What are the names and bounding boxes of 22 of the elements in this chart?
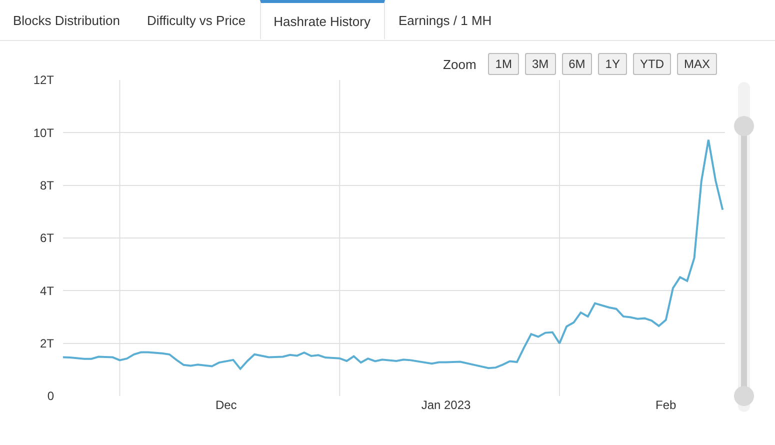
x-tick-label: Jan 2023 bbox=[421, 398, 472, 412]
y-tick-label: 12T bbox=[33, 73, 55, 88]
text: 6M bbox=[562, 53, 592, 75]
text: YTD bbox=[632, 53, 671, 75]
line-series bbox=[63, 138, 724, 370]
x-tick-label: Dec bbox=[215, 398, 237, 412]
text: Zoom bbox=[443, 56, 476, 72]
y-tick-label: 6T bbox=[40, 231, 55, 246]
y-tick-label: 4T bbox=[40, 284, 55, 298]
x-tick-label: Feb bbox=[656, 398, 677, 412]
text: 3M bbox=[524, 53, 556, 75]
text: 1Y bbox=[598, 53, 627, 75]
y-tick-label: 2T bbox=[40, 336, 55, 351]
y-tick-label: 10T bbox=[33, 126, 55, 140]
text: Hashrate History bbox=[260, 0, 386, 39]
text: MAX bbox=[676, 53, 717, 75]
text: 1M bbox=[488, 53, 519, 75]
y-tick-label: 0 bbox=[47, 389, 54, 404]
text: Earnings / 1 MH bbox=[397, 12, 493, 30]
text: Difficulty vs Price bbox=[146, 12, 247, 30]
text: Blocks Distribution bbox=[12, 12, 121, 30]
y-tick-label: 8T bbox=[40, 178, 55, 193]
